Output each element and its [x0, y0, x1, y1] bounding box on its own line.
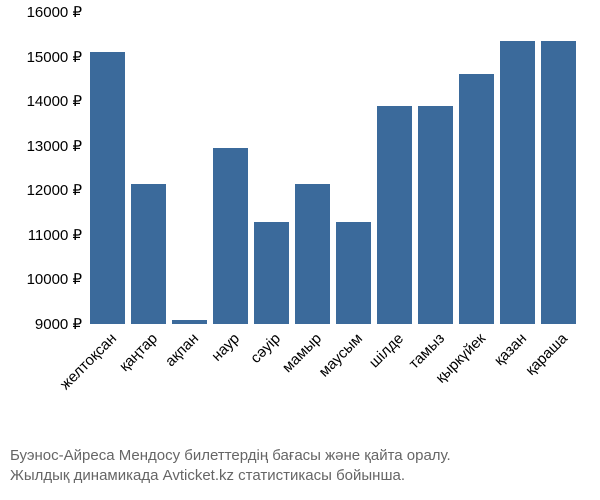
bar-slot	[336, 12, 371, 324]
x-slot: сәуір	[254, 330, 289, 440]
bar-slot	[377, 12, 412, 324]
y-tick-label: 14000 ₽	[0, 92, 82, 110]
bar-slot	[213, 12, 248, 324]
x-slot: шілде	[377, 330, 412, 440]
y-tick-label: 13000 ₽	[0, 137, 82, 155]
x-slot: қазан	[500, 330, 535, 440]
bar-slot	[254, 12, 289, 324]
x-tick-label: ақпан	[161, 330, 201, 370]
x-slot: тамыз	[418, 330, 453, 440]
x-slot: қыркүйек	[459, 330, 494, 440]
x-tick-label: қазан	[490, 330, 529, 369]
x-slot: қараша	[541, 330, 576, 440]
bar-slot	[418, 12, 453, 324]
plot-area	[86, 12, 580, 324]
x-slot: наур	[213, 330, 248, 440]
x-slot: маусым	[336, 330, 371, 440]
y-tick-label: 12000 ₽	[0, 181, 82, 199]
bar	[213, 148, 248, 324]
y-tick-label: 15000 ₽	[0, 48, 82, 66]
bar	[459, 74, 494, 324]
x-tick-label: шілде	[365, 330, 406, 371]
bar-slot	[295, 12, 330, 324]
bar-slot	[500, 12, 535, 324]
x-slot: желтоқсан	[90, 330, 125, 440]
bar	[90, 52, 125, 324]
bars-container	[86, 12, 580, 324]
y-tick-label: 10000 ₽	[0, 270, 82, 288]
x-tick-label: сәуір	[247, 330, 284, 367]
bar	[541, 41, 576, 324]
y-tick-label: 9000 ₽	[0, 315, 82, 333]
bar	[295, 184, 330, 324]
bar	[131, 184, 166, 324]
bar	[254, 222, 289, 325]
bar-slot	[90, 12, 125, 324]
chart-caption: Буэнос-Айреса Мендосу билеттердің бағасы…	[10, 446, 590, 487]
x-slot: қаңтар	[131, 330, 166, 440]
caption-line-1: Буэнос-Айреса Мендосу билеттердің бағасы…	[10, 446, 590, 466]
bar	[500, 41, 535, 324]
x-slot: мамыр	[295, 330, 330, 440]
bar-slot	[172, 12, 207, 324]
bar	[418, 106, 453, 324]
bar-slot	[131, 12, 166, 324]
x-axis: желтоқсан қаңтар ақпан наур сәуір мамыр …	[86, 330, 580, 440]
bar	[377, 106, 412, 324]
y-tick-label: 16000 ₽	[0, 3, 82, 21]
price-bar-chart: 16000 ₽ 15000 ₽ 14000 ₽ 13000 ₽ 12000 ₽ …	[0, 0, 600, 500]
x-slot: ақпан	[172, 330, 207, 440]
bar	[336, 222, 371, 325]
x-tick-label: наур	[208, 330, 243, 365]
bar-slot	[541, 12, 576, 324]
y-tick-label: 11000 ₽	[0, 226, 82, 244]
bar	[172, 320, 207, 324]
bar-slot	[459, 12, 494, 324]
caption-line-2: Жылдық динамикада Avticket.kz статистика…	[10, 466, 590, 486]
x-tick-label: желтоқсан	[56, 330, 119, 393]
